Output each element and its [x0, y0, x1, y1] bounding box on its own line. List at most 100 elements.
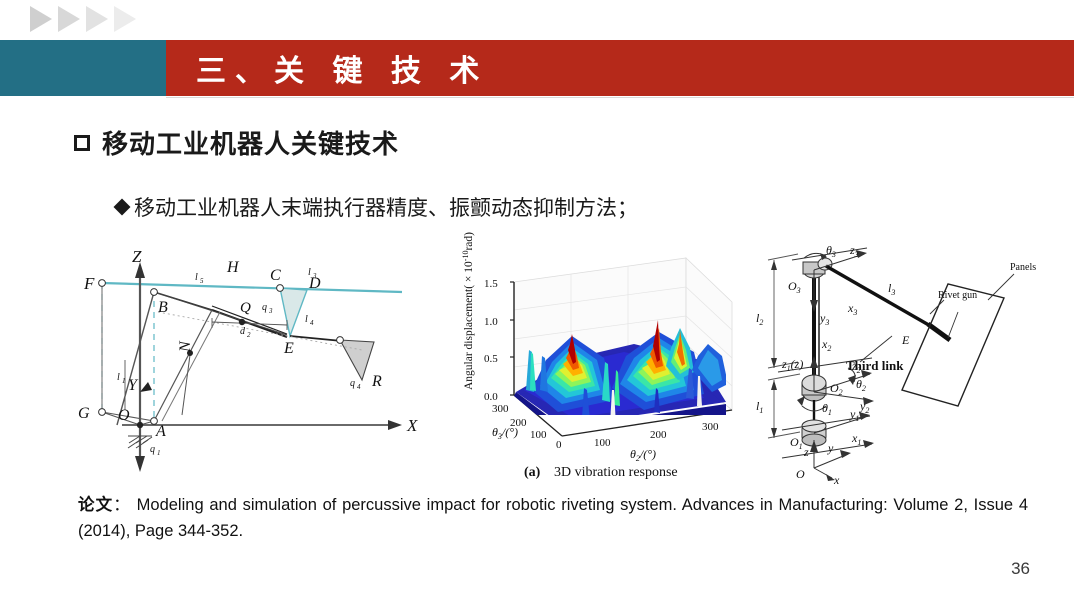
- arrow-triangle-icon: [30, 6, 52, 32]
- svg-text:l: l: [195, 272, 198, 283]
- svg-text:θ2/(°): θ2/(°): [630, 447, 656, 463]
- sub-heading: 移动工业机器人末端执行器精度、振颤动态抑制方法；: [113, 192, 638, 222]
- svg-text:y2: y2: [859, 399, 869, 415]
- svg-text:z2: z2: [851, 359, 861, 375]
- svg-text:0: 0: [556, 439, 562, 451]
- svg-text:θ3/(°): θ3/(°): [492, 425, 518, 441]
- figure-robot-riveting-model: θ3 z3 O3 x3 y3 l3 l2 l1 x2 z1(z) z2 θ2 O…: [752, 240, 1072, 487]
- square-bullet-icon: [74, 134, 90, 151]
- svg-text:F: F: [83, 274, 95, 293]
- svg-text:C: C: [270, 267, 281, 284]
- svg-text:300: 300: [492, 403, 509, 415]
- arrow-triangle-icon: [86, 6, 108, 32]
- svg-text:q: q: [350, 378, 355, 389]
- svg-text:l: l: [305, 314, 308, 325]
- svg-text:1.0: 1.0: [484, 316, 498, 328]
- vibration-surface-svg: 1.5 1.0 0.5 0.0 Angular displacement( × …: [461, 232, 733, 480]
- kinematic-linkage-svg: Z X Y F B C D E G O A Q R H l5 l3 l4 l1 …: [78, 247, 418, 472]
- figure2-caption-text: 3D vibration response: [554, 465, 678, 480]
- svg-text:3: 3: [268, 307, 273, 315]
- decorative-arrow-strip: [30, 6, 136, 32]
- svg-text:z1(z): z1(z): [781, 357, 803, 373]
- svg-text:E: E: [901, 333, 910, 347]
- reference-citation: 论文： Modeling and simulation of percussiv…: [78, 492, 1028, 544]
- header-red-block: 三、关 键 技 术: [166, 40, 1074, 96]
- rivet-gun-label: Rivet gun: [938, 290, 977, 301]
- slide-section-title: 三、关 键 技 术: [196, 54, 489, 89]
- header-teal-block: [0, 40, 166, 96]
- svg-text:x2: x2: [821, 337, 831, 353]
- svg-text:y3: y3: [819, 311, 829, 327]
- svg-text:0.0: 0.0: [484, 391, 498, 403]
- header-divider: [166, 97, 1074, 98]
- svg-text:O1: O1: [790, 435, 803, 451]
- svg-text:θ1: θ1: [822, 401, 832, 417]
- svg-text:O3: O3: [788, 279, 801, 295]
- robot-model-svg: θ3 z3 O3 x3 y3 l3 l2 l1 x2 z1(z) z2 θ2 O…: [756, 243, 1036, 487]
- svg-text:Z: Z: [132, 247, 142, 266]
- svg-text:l: l: [308, 267, 311, 278]
- svg-text:A: A: [155, 423, 166, 440]
- svg-text:5: 5: [200, 277, 204, 285]
- svg-text:200: 200: [510, 417, 527, 429]
- arrow-triangle-icon: [114, 6, 136, 32]
- svg-text:O: O: [796, 467, 805, 481]
- svg-text:q: q: [150, 444, 155, 455]
- svg-text:x: x: [833, 473, 840, 487]
- section-heading: 移动工业机器人关键技术: [74, 124, 399, 161]
- svg-text:N: N: [177, 340, 194, 353]
- svg-text:x3: x3: [847, 301, 857, 317]
- svg-text:q: q: [262, 302, 267, 313]
- reference-text: Modeling and simulation of percussive im…: [78, 496, 1028, 540]
- svg-text:l2: l2: [756, 311, 763, 327]
- svg-text:z: z: [803, 445, 809, 459]
- svg-text:0.5: 0.5: [484, 353, 498, 365]
- reference-lead-label: 论文: [78, 495, 114, 514]
- svg-text:G: G: [78, 405, 90, 422]
- svg-text:1: 1: [122, 377, 126, 385]
- svg-text:R: R: [371, 373, 382, 390]
- svg-text:θ3: θ3: [826, 243, 836, 259]
- svg-text:1: 1: [157, 449, 161, 457]
- svg-text:x1: x1: [851, 431, 861, 447]
- svg-text:z3: z3: [849, 243, 859, 259]
- figure2-caption-label: (a): [524, 465, 541, 480]
- svg-text:Q: Q: [240, 300, 251, 316]
- svg-text:y: y: [827, 441, 834, 455]
- svg-text:θ2: θ2: [856, 377, 866, 393]
- svg-text:100: 100: [530, 429, 547, 441]
- svg-text:4: 4: [310, 319, 314, 327]
- svg-text:H: H: [226, 259, 240, 276]
- svg-text:300: 300: [702, 421, 719, 433]
- svg-text:2: 2: [247, 331, 251, 339]
- svg-text:X: X: [406, 416, 418, 435]
- reference-separator: ：: [113, 496, 131, 514]
- svg-text:y1: y1: [849, 407, 859, 423]
- svg-text:Angular displacement( × 10-10r: Angular displacement( × 10-10rad): [461, 232, 475, 390]
- svg-text:100: 100: [594, 437, 611, 449]
- svg-text:l1: l1: [756, 399, 763, 415]
- svg-text:O: O: [118, 407, 130, 424]
- page-number: 36: [1011, 559, 1030, 578]
- section-heading-text: 移动工业机器人关键技术: [102, 130, 400, 160]
- diamond-bullet-icon: [113, 198, 131, 216]
- svg-text:B: B: [158, 299, 168, 316]
- svg-text:3: 3: [312, 272, 317, 280]
- svg-text:4: 4: [357, 383, 361, 391]
- svg-text:E: E: [283, 340, 294, 357]
- svg-text:200: 200: [650, 429, 667, 441]
- arrow-triangle-icon: [58, 6, 80, 32]
- svg-text:l3: l3: [888, 281, 895, 297]
- svg-text:Y: Y: [128, 377, 139, 394]
- third-link-label: Third link: [846, 358, 904, 373]
- svg-text:D: D: [308, 275, 321, 292]
- svg-text:l: l: [117, 372, 120, 383]
- slide-header-band: 三、关 键 技 术: [0, 40, 1074, 96]
- svg-text:1.5: 1.5: [484, 278, 498, 290]
- panels-label: Panels: [1010, 262, 1036, 273]
- sub-heading-text: 移动工业机器人末端执行器精度、振颤动态抑制方法；: [134, 196, 638, 220]
- figure-3d-vibration-plot: 1.5 1.0 0.5 0.0 Angular displacement( × …: [454, 232, 744, 485]
- svg-text:d: d: [240, 326, 246, 337]
